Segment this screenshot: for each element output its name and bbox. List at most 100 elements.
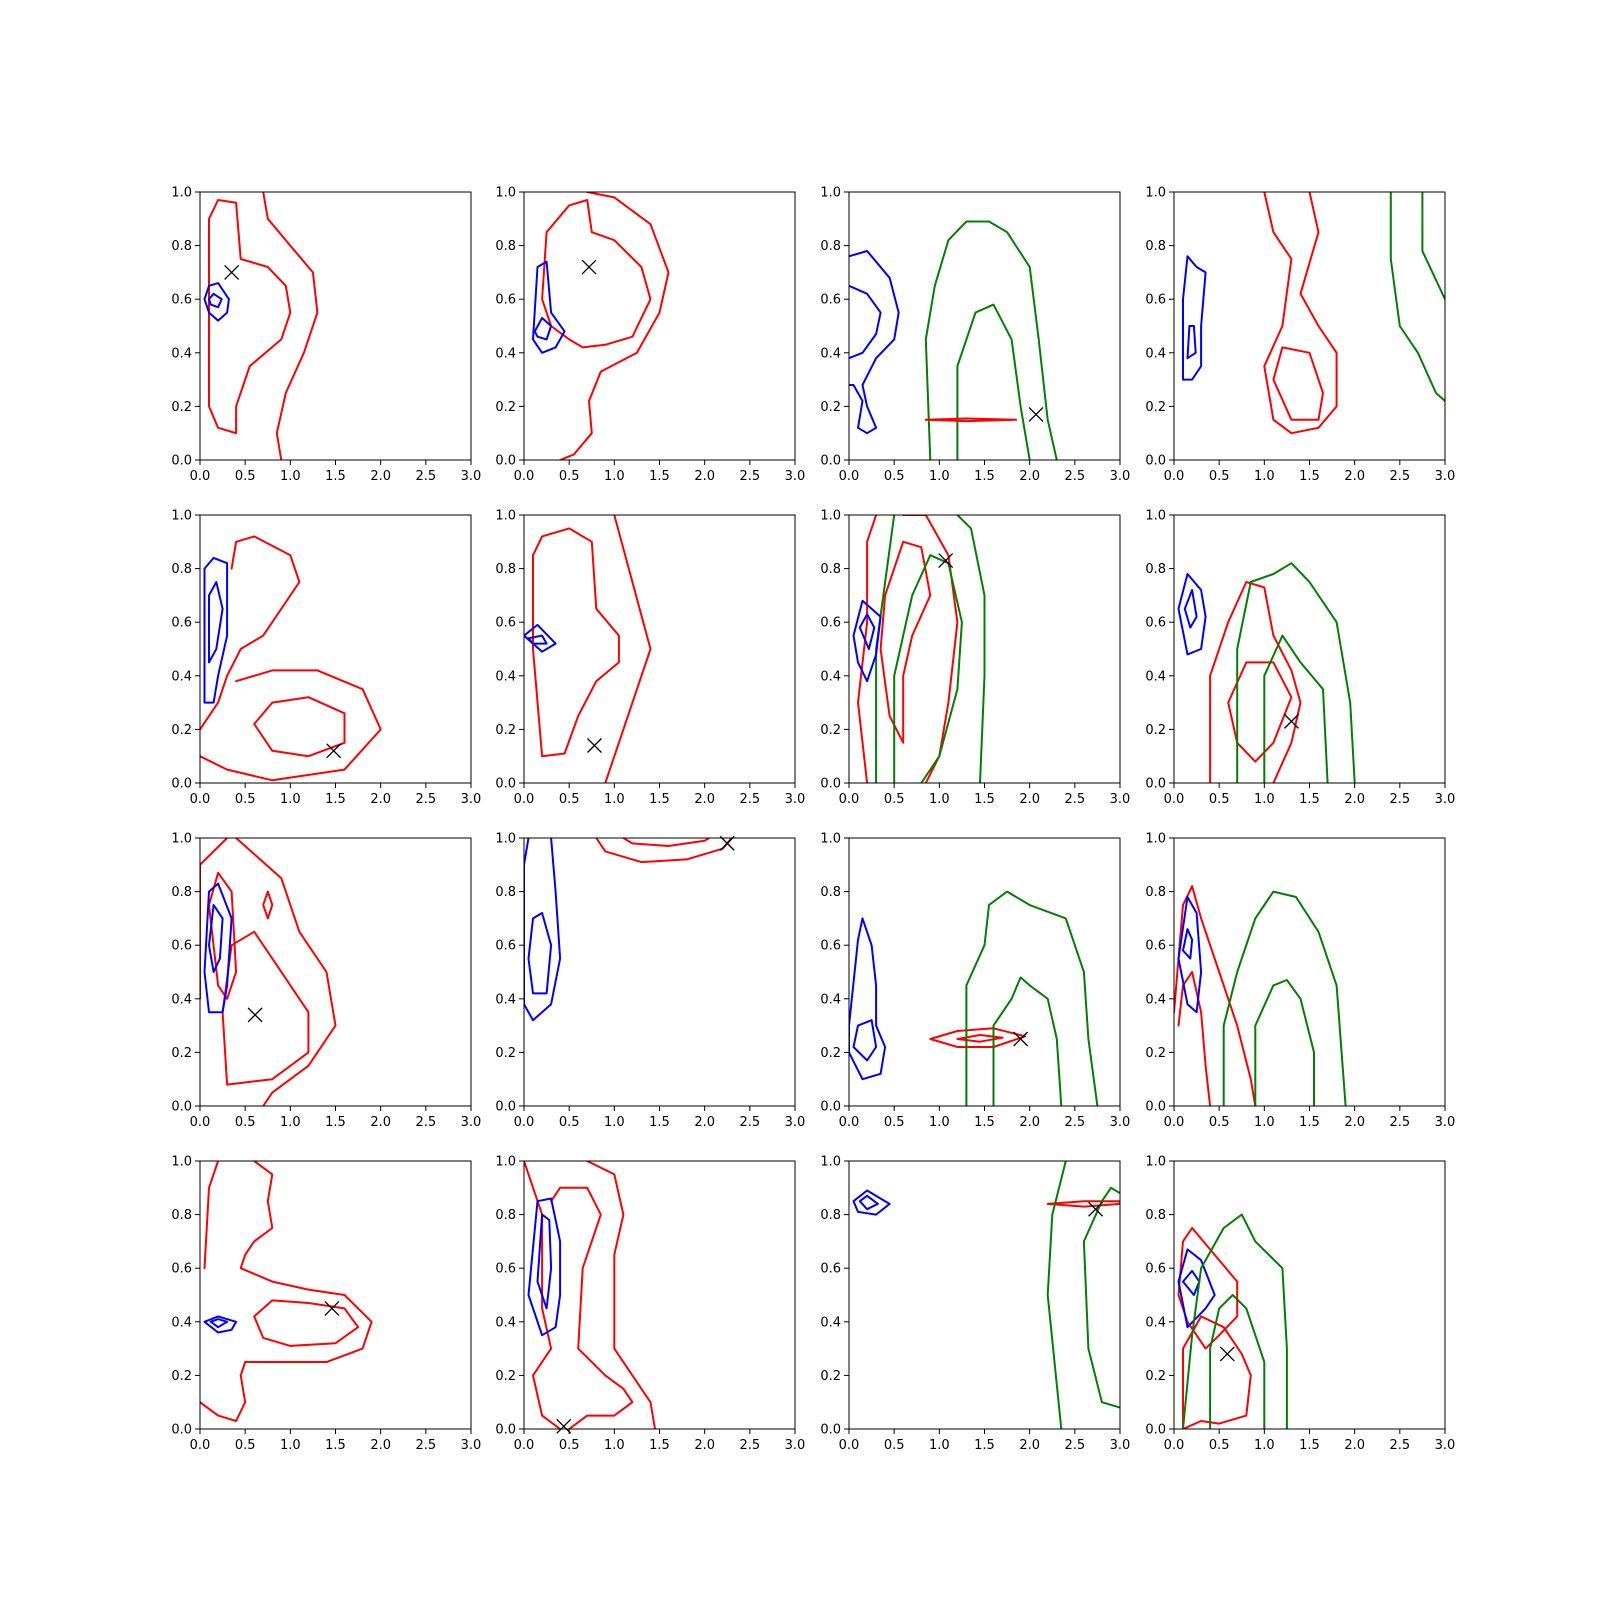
blue-contour-line xyxy=(1182,255,1207,381)
x-tick-label: 0.5 xyxy=(559,1115,580,1130)
red-contour-line xyxy=(595,838,733,864)
x-tick-label: 0.5 xyxy=(235,469,256,484)
blue-contour-line xyxy=(852,1189,891,1216)
x-tick-label: 0.0 xyxy=(190,792,211,807)
x-tick-label: 0.5 xyxy=(559,1438,580,1453)
y-tick-label: 1.0 xyxy=(171,509,192,524)
green-contour-line xyxy=(1421,192,1445,301)
contour-group xyxy=(200,535,382,782)
contour-group xyxy=(849,890,1099,1106)
contour-group xyxy=(852,1161,1120,1429)
blue-contour-line xyxy=(849,917,887,1081)
panel-10: 0.0 0.5 1.0 1.5 2.0 2.5 3.0 0.0 0.2 0.4 0.6 0.8 1.0 xyxy=(495,832,805,1131)
contour-group xyxy=(852,515,986,783)
x-tick-label: 0.0 xyxy=(190,1115,211,1130)
x-tick-label: 0.0 xyxy=(839,792,860,807)
y-tick-label: 0.8 xyxy=(171,239,192,254)
panel-6: 0.0 0.5 1.0 1.5 2.0 2.5 3.0 0.0 0.2 0.4 0.6 0.8 1.0 xyxy=(495,509,805,808)
blue-contour-line xyxy=(852,1019,878,1062)
y-tick-label: 0.6 xyxy=(171,293,192,308)
green-contour-line xyxy=(1389,192,1445,402)
x-tick-label: 3.0 xyxy=(1110,1438,1131,1453)
green-contour-line xyxy=(1209,1294,1266,1429)
y-tick-label: 0.8 xyxy=(820,562,841,577)
y-tick-label: 0.8 xyxy=(1145,239,1166,254)
x-tick-label: 1.5 xyxy=(1299,469,1320,484)
blue-contour-line xyxy=(849,284,882,360)
x-tick-label: 2.5 xyxy=(415,1438,436,1453)
x-tick-label: 1.0 xyxy=(604,1115,625,1130)
x-marker xyxy=(326,743,342,759)
x-tick-label: 0.0 xyxy=(839,1115,860,1130)
red-contour-line xyxy=(586,1161,656,1429)
x-tick-label: 0.5 xyxy=(235,1115,256,1130)
blue-contour-line xyxy=(203,282,230,322)
x-tick-label: 1.0 xyxy=(1254,1438,1275,1453)
red-contour-line xyxy=(200,669,382,782)
y-tick-label: 1.0 xyxy=(495,1155,516,1170)
contour-group xyxy=(532,192,670,460)
red-contour-line xyxy=(1227,661,1293,763)
contour-group xyxy=(849,220,1058,460)
axes-frame xyxy=(199,837,472,1107)
y-tick-label: 0.8 xyxy=(820,1208,841,1223)
y-tick-label: 0.8 xyxy=(171,1208,192,1223)
x-tick-label: 3.0 xyxy=(1435,469,1456,484)
red-contour-line xyxy=(208,871,238,1000)
green-contour-line xyxy=(956,303,1031,460)
x-tick-label: 1.5 xyxy=(649,469,670,484)
blue-contour-line xyxy=(527,634,548,645)
x-tick-label: 2.5 xyxy=(1064,1115,1085,1130)
blue-contour-line xyxy=(858,613,876,650)
x-tick-label: 3.0 xyxy=(461,1115,482,1130)
x-tick-label: 3.0 xyxy=(785,1438,806,1453)
y-tick-label: 0.6 xyxy=(820,616,841,631)
y-tick-label: 0.2 xyxy=(171,1369,192,1384)
green-contour-line xyxy=(1236,562,1356,783)
red-contour-line xyxy=(1272,346,1324,421)
blue-contour-line xyxy=(1177,573,1207,656)
y-tick-label: 0.6 xyxy=(820,293,841,308)
y-tick-label: 0.0 xyxy=(820,777,841,792)
y-tick-label: 0.2 xyxy=(820,1369,841,1384)
blue-contour-line xyxy=(209,1318,229,1329)
x-tick-label: 3.0 xyxy=(1435,792,1456,807)
x-tick-label: 2.0 xyxy=(1344,792,1365,807)
red-contour-line xyxy=(203,1161,220,1270)
blue-contour-line xyxy=(524,838,530,1006)
x-tick-label: 0.0 xyxy=(190,469,211,484)
x-tick-label: 2.5 xyxy=(1064,469,1085,484)
y-tick-label: 0.2 xyxy=(495,400,516,415)
panel-13: 0.0 0.5 1.0 1.5 2.0 2.5 3.0 0.0 0.2 0.4 0.6 0.8 1.0 xyxy=(171,1155,481,1454)
y-tick-label: 1.0 xyxy=(171,832,192,847)
x-marker xyxy=(1028,406,1044,422)
y-tick-label: 0.2 xyxy=(1145,1369,1166,1384)
x-marker xyxy=(1283,713,1299,729)
red-contour-line xyxy=(253,696,346,758)
green-contour-line xyxy=(1222,890,1347,1106)
x-marker xyxy=(556,1418,572,1434)
y-tick-label: 0.0 xyxy=(171,454,192,469)
red-contour-line xyxy=(1263,192,1338,435)
y-tick-label: 0.4 xyxy=(820,992,841,1007)
y-tick-label: 0.4 xyxy=(171,669,192,684)
blue-contour-line xyxy=(527,912,553,995)
red-contour-line xyxy=(262,890,274,920)
blue-contour-line xyxy=(208,292,223,309)
x-tick-label: 3.0 xyxy=(785,1115,806,1130)
panel-15: 0.0 0.5 1.0 1.5 2.0 2.5 3.0 0.0 0.2 0.4 0.6 0.8 1.0 xyxy=(820,1155,1130,1454)
y-tick-label: 1.0 xyxy=(820,832,841,847)
green-contour-line xyxy=(1082,1186,1120,1350)
x-marker xyxy=(1013,1031,1029,1047)
panel-12: 0.0 0.5 1.0 1.5 2.0 2.5 3.0 0.0 0.2 0.4 0.6 0.8 1.0 xyxy=(1145,832,1455,1131)
red-contour-line xyxy=(956,1034,1004,1043)
y-tick-label: 0.8 xyxy=(171,562,192,577)
panel-9: 0.0 0.5 1.0 1.5 2.0 2.5 3.0 0.0 0.2 0.4 0.6 0.8 1.0 xyxy=(171,832,481,1131)
contour-group xyxy=(524,1161,656,1429)
y-tick-label: 0.8 xyxy=(1145,562,1166,577)
y-tick-label: 0.2 xyxy=(820,723,841,738)
x-tick-label: 1.5 xyxy=(325,1438,346,1453)
x-tick-label: 1.0 xyxy=(280,469,301,484)
panel-5: 0.0 0.5 1.0 1.5 2.0 2.5 3.0 0.0 0.2 0.4 0.6 0.8 1.0 xyxy=(171,509,481,808)
y-tick-label: 0.0 xyxy=(495,1423,516,1438)
